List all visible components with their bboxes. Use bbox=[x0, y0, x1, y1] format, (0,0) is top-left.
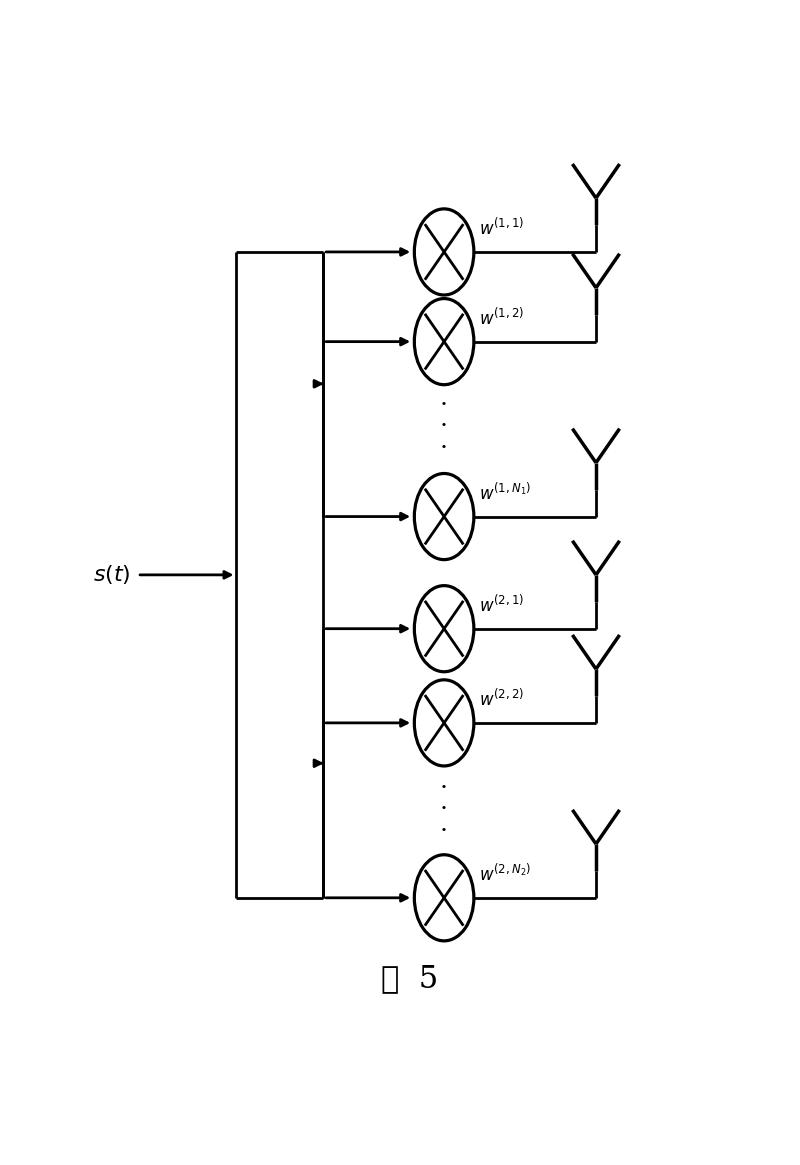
Text: $w^{(2,N_2)}$: $w^{(2,N_2)}$ bbox=[479, 863, 531, 885]
Text: $w^{(2,1)}$: $w^{(2,1)}$ bbox=[479, 594, 524, 616]
Text: 图  5: 图 5 bbox=[382, 963, 438, 994]
Text: $s(t)$: $s(t)$ bbox=[94, 564, 131, 586]
Text: ·
·
·: · · · bbox=[440, 394, 448, 459]
Text: $w^{(2,2)}$: $w^{(2,2)}$ bbox=[479, 689, 524, 709]
Text: ·
·
·: · · · bbox=[440, 777, 448, 842]
Text: $w^{(1,N_1)}$: $w^{(1,N_1)}$ bbox=[479, 482, 531, 503]
Text: $w^{(1,2)}$: $w^{(1,2)}$ bbox=[479, 308, 524, 329]
Text: $w^{(1,1)}$: $w^{(1,1)}$ bbox=[479, 218, 524, 239]
